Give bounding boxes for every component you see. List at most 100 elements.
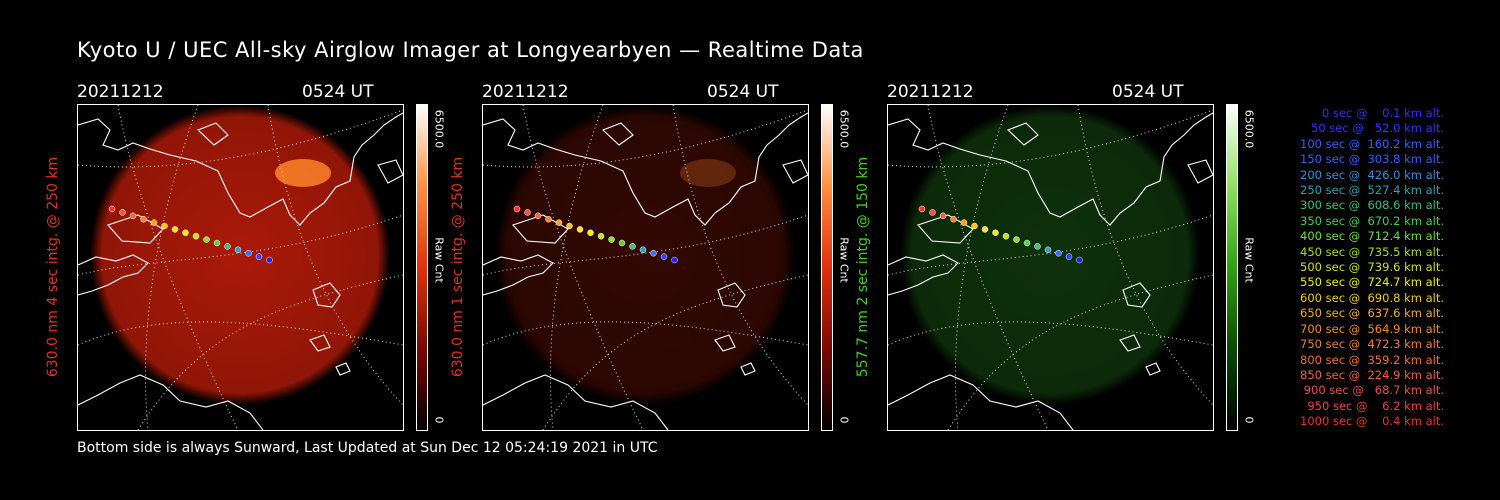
panel-ylabel: 557.7 nm 2 sec intg. @ 150 km	[851, 104, 875, 429]
coastline	[483, 374, 669, 430]
coastline	[78, 112, 403, 226]
colorbar-max: 6500.0	[1239, 104, 1259, 154]
ylabel-text: 630.0 nm 1 sec intg. @ 250 km	[450, 156, 466, 377]
trajectory-point	[629, 243, 636, 250]
legend-entry: 300 sec @ 608.6 km alt.	[1296, 198, 1444, 213]
colorbar-unit-label: Raw Cnt	[1242, 237, 1256, 283]
grid-line	[888, 109, 1213, 168]
coastline	[888, 112, 1213, 226]
legend-entry: 0 sec @ 0.1 km alt.	[1311, 106, 1444, 120]
coastline	[78, 254, 149, 296]
panel-557nm-2sec: 20211212 0524 UT 557.7 nm 2 sec intg. @ …	[855, 80, 1327, 440]
trajectory-point	[992, 229, 999, 237]
colorbar-min-label: 0	[432, 416, 446, 424]
trajectory-point	[150, 219, 158, 226]
panel-time: 0524 UT	[707, 82, 779, 102]
trajectory-point	[234, 246, 242, 254]
coastline	[714, 334, 736, 352]
footer-note: Bottom side is always Sunward, Last Upda…	[77, 440, 658, 456]
coastline	[377, 159, 403, 184]
trajectory-point	[971, 222, 978, 230]
legend-entry: 400 sec @ 712.4 km alt.	[1296, 229, 1444, 244]
trajectory-point	[671, 256, 678, 264]
grid-line	[78, 321, 403, 346]
legend-entry: 800 sec @ 359.2 km alt.	[1296, 352, 1444, 367]
legend-entry: 650 sec @ 637.6 km alt.	[1296, 306, 1444, 321]
allsky-image	[77, 104, 404, 431]
legend-entry: 1000 sec @ 0.4 km alt.	[1300, 414, 1444, 429]
panel-date: 20211212	[887, 82, 974, 102]
trajectory-legend: 0 sec @ 0.1 km alt. 50 sec @ 52.0 km alt…	[1262, 106, 1444, 430]
ylabel-text: 630.0 nm 4 sec intg. @ 250 km	[45, 156, 61, 377]
panel-ylabel: 630.0 nm 4 sec intg. @ 250 km	[41, 104, 65, 429]
trajectory-point	[266, 256, 273, 264]
legend-entry: 50 sec @ 52.0 km alt.	[1303, 121, 1444, 136]
legend-entry: 750 sec @ 472.3 km alt.	[1296, 337, 1444, 352]
trajectory-point	[1002, 232, 1010, 240]
legend-entry: 350 sec @ 670.2 km alt.	[1296, 213, 1444, 228]
colorbar-unit-label: Raw Cnt	[432, 237, 446, 283]
trajectory-point	[618, 239, 626, 247]
coastline	[782, 159, 808, 184]
coastline	[888, 374, 1074, 430]
legend-entry: 500 sec @ 739.6 km alt.	[1296, 260, 1444, 275]
legend-entry: 700 sec @ 564.9 km alt.	[1296, 321, 1444, 336]
colorbar-min: 0	[1239, 410, 1259, 430]
trajectory-point	[1044, 246, 1052, 254]
trajectory-point	[108, 205, 116, 213]
colorbar-unit: Raw Cnt	[1239, 230, 1259, 290]
legend-entry: 900 sec @ 68.7 km alt.	[1300, 383, 1444, 398]
colorbar	[1226, 104, 1238, 431]
panel-date: 20211212	[482, 82, 569, 102]
airglow-disk	[495, 105, 795, 405]
legend-entry: 600 sec @ 690.8 km alt.	[1296, 290, 1444, 305]
colorbar-min-label: 0	[837, 416, 851, 424]
trajectory-point	[650, 249, 657, 257]
coastline	[601, 122, 634, 146]
coastline	[483, 254, 554, 296]
coastline	[888, 254, 959, 296]
trajectory-point	[192, 232, 200, 240]
trajectory-point	[213, 239, 221, 247]
coastline	[196, 122, 229, 146]
trajectory-point	[545, 215, 552, 223]
trajectory-point	[660, 253, 668, 260]
panel-630nm-1sec: 20211212 0524 UT 630.0 nm 1 sec intg. @ …	[450, 80, 922, 440]
trajectory-point	[534, 212, 542, 220]
trajectory-point	[981, 226, 989, 233]
legend-entry: 950 sec @ 6.2 km alt.	[1303, 398, 1444, 413]
trajectory-point	[639, 246, 647, 254]
allsky-image	[482, 104, 809, 431]
panel-time: 0524 UT	[302, 82, 374, 102]
coastline	[1119, 334, 1141, 352]
panel-date: 20211212	[77, 82, 164, 102]
airglow-disk	[900, 105, 1200, 405]
allsky-image	[887, 104, 1214, 431]
colorbar	[416, 104, 428, 431]
panel-time: 0524 UT	[1112, 82, 1184, 102]
legend-entry: 850 sec @ 224.9 km alt.	[1296, 367, 1444, 382]
coastline	[740, 362, 756, 376]
trajectory-point	[524, 209, 531, 216]
grid-line	[483, 321, 808, 346]
trajectory-point	[587, 229, 594, 237]
trajectory-point	[129, 212, 137, 220]
grid-line	[483, 109, 808, 168]
coastline	[335, 362, 351, 376]
coastline	[1187, 159, 1213, 184]
legend-entry: 200 sec @ 426.0 km alt.	[1296, 167, 1444, 182]
trajectory-point	[1013, 236, 1020, 243]
page-title: Kyoto U / UEC All-sky Airglow Imager at …	[77, 38, 864, 62]
coastline	[483, 112, 808, 226]
legend-entry: 450 sec @ 735.5 km alt.	[1296, 244, 1444, 259]
coastline	[312, 282, 341, 308]
coastline	[78, 374, 264, 430]
trajectory-point	[1055, 249, 1062, 257]
trajectory-point	[918, 205, 926, 213]
panel-630nm-4sec: 20211212 0524 UT 630.0 nm 4 sec intg. @ …	[45, 80, 517, 440]
airglow-disk	[90, 105, 390, 405]
colorbar-max-label: 6500.0	[432, 109, 446, 149]
trajectory-point	[224, 243, 231, 250]
grid-line	[888, 321, 1213, 346]
coastline	[1145, 362, 1161, 376]
